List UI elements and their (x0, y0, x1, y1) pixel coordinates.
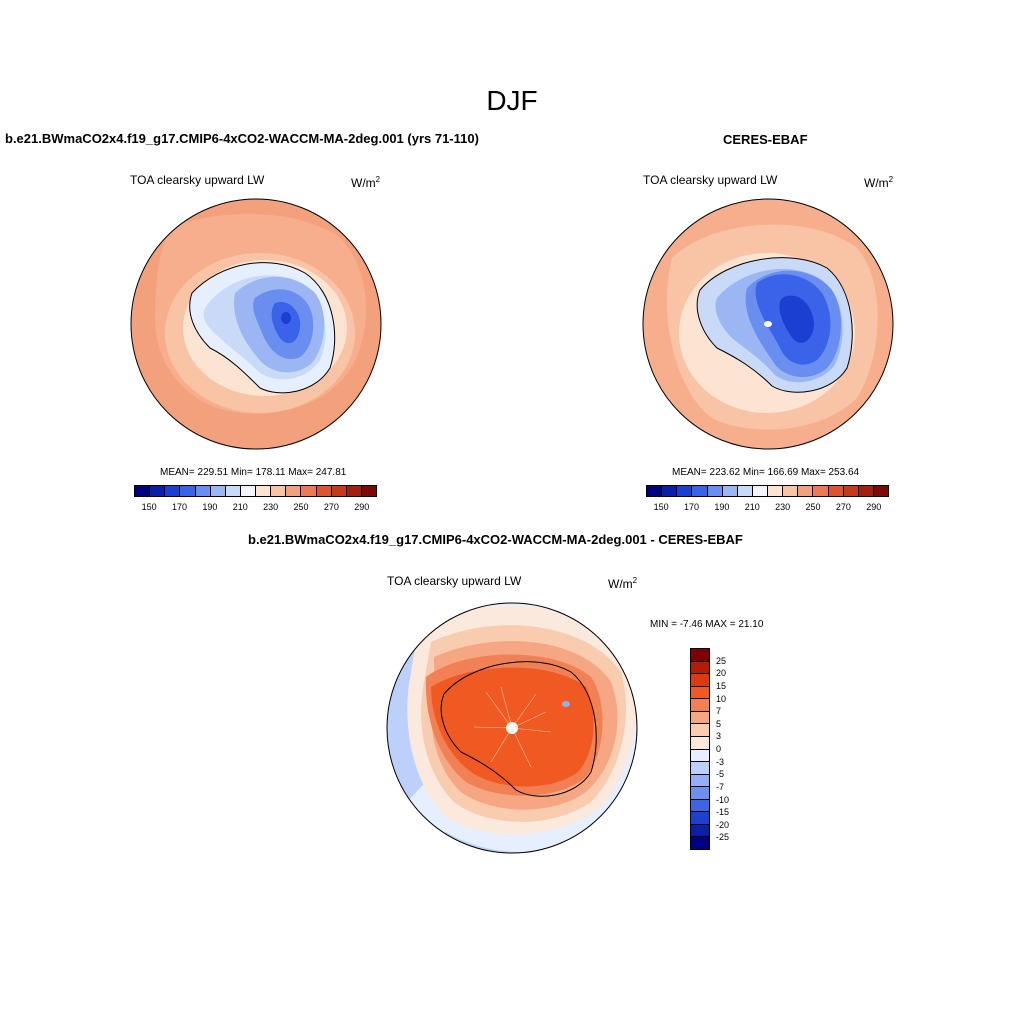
diff-colorbar-tick-label: -3 (716, 756, 725, 767)
obs-colorbar-swatch (752, 486, 768, 496)
diff-colorbar-tick-label: -20 (716, 819, 730, 830)
diff-colorbar-swatch (691, 699, 709, 712)
obs-colorbar-swatch (783, 486, 799, 496)
obs-colorbar-swatch (662, 486, 678, 496)
obs-colorbar-swatch (722, 486, 738, 496)
diff-colorbar-swatch (691, 837, 709, 849)
obs-colorbar-swatch (692, 486, 708, 496)
obs-colorbar-tick-label: 190 (714, 502, 730, 512)
model-colorbar-swatch (165, 486, 181, 496)
diff-colorbar-tick-label: -15 (716, 807, 730, 818)
model-colorbar-tick-label: 170 (172, 502, 188, 512)
obs-variable-label: TOA clearsky upward LW (643, 173, 778, 187)
obs-colorbar-tick-label: 210 (744, 502, 760, 512)
model-colorbar-swatch (135, 486, 151, 496)
diff-colorbar-swatch (691, 674, 709, 687)
obs-colorbar-tick-label: 290 (866, 502, 882, 512)
model-polar-map (130, 198, 382, 450)
obs-colorbar-swatch (677, 486, 693, 496)
obs-colorbar (646, 485, 889, 497)
diff-colorbar-tick-label: -10 (716, 794, 730, 805)
diff-colorbar-tick-label: 10 (716, 693, 727, 704)
diff-polar-map (386, 602, 638, 854)
model-colorbar-swatch (331, 486, 347, 496)
obs-colorbar-tick-label: 150 (653, 502, 669, 512)
obs-colorbar-tick-label: 270 (835, 502, 851, 512)
diff-colorbar-swatch (691, 762, 709, 775)
model-colorbar-tick-label: 150 (141, 502, 157, 512)
model-colorbar-swatch (225, 486, 241, 496)
obs-colorbar-swatch (737, 486, 753, 496)
diff-units-label: W/m2 (608, 576, 638, 591)
diff-colorbar-tick-label: 0 (716, 744, 722, 754)
diff-colorbar-swatch (691, 799, 709, 813)
obs-panel-title: CERES-EBAF (723, 132, 808, 147)
diff-colorbar-tick-label: 3 (716, 731, 722, 742)
model-colorbar-swatch (271, 486, 287, 496)
obs-colorbar-swatch (813, 486, 829, 496)
model-stats-label: MEAN= 229.51 Min= 178.11 Max= 247.81 (160, 467, 347, 478)
obs-colorbar-swatch (707, 486, 723, 496)
model-colorbar-tick-label: 270 (323, 502, 339, 512)
obs-polar-map (642, 198, 894, 450)
obs-colorbar-swatch (858, 486, 874, 496)
model-colorbar-tick-label: 190 (202, 502, 218, 512)
model-colorbar-swatch (346, 486, 362, 496)
diff-colorbar-swatch (691, 649, 709, 662)
model-colorbar-swatch (286, 486, 302, 496)
diff-colorbar-tick-label: 20 (716, 668, 727, 679)
diff-colorbar-tick-label: 7 (716, 706, 722, 717)
model-colorbar-tick-label: 250 (293, 502, 309, 512)
diff-colorbar-swatch (691, 711, 709, 725)
diff-colorbar-swatch (691, 812, 709, 825)
diff-colorbar-tick-label: -7 (716, 781, 725, 792)
diff-colorbar-swatch (691, 686, 709, 700)
diff-panel-title: b.e21.BWmaCO2x4.f19_g17.CMIP6-4xCO2-WACC… (248, 532, 743, 547)
obs-colorbar-swatch (798, 486, 814, 496)
diff-colorbar (690, 648, 710, 850)
model-colorbar-swatch (301, 486, 317, 496)
diff-colorbar-tick-label: -25 (716, 832, 730, 843)
model-colorbar-tick-label: 230 (263, 502, 279, 512)
diff-colorbar-tick-label: 5 (716, 718, 722, 729)
model-colorbar-swatch (361, 486, 376, 496)
obs-stats-label: MEAN= 223.62 Min= 166.69 Max= 253.64 (672, 467, 860, 478)
diff-colorbar-swatch (691, 749, 709, 763)
diff-colorbar-swatch (691, 736, 709, 750)
model-colorbar-swatch (195, 486, 211, 496)
diff-stats-label: MIN = -7.46 MAX = 21.10 (650, 619, 764, 630)
obs-colorbar-swatch (828, 486, 844, 496)
obs-colorbar-tick-label: 170 (684, 502, 700, 512)
obs-colorbar-swatch (647, 486, 663, 496)
model-colorbar-swatch (210, 486, 226, 496)
obs-colorbar-tick-label: 250 (805, 502, 821, 512)
obs-colorbar-swatch (873, 486, 888, 496)
obs-colorbar-tick-label: 230 (775, 502, 791, 512)
model-colorbar-tick-label: 210 (232, 502, 248, 512)
diff-colorbar-tick-label: -5 (716, 769, 725, 780)
model-panel-title: b.e21.BWmaCO2x4.f19_g17.CMIP6-4xCO2-WACC… (5, 131, 479, 146)
obs-colorbar-swatch (843, 486, 859, 496)
obs-units-label: W/m2 (864, 175, 894, 190)
model-units-label: W/m2 (351, 175, 381, 190)
season-title: DJF (486, 85, 538, 116)
model-colorbar-swatch (256, 486, 272, 496)
model-colorbar-swatch (316, 486, 332, 496)
diff-colorbar-swatch (691, 787, 709, 800)
diff-colorbar-tick-label: 25 (716, 655, 727, 666)
diff-colorbar-swatch (691, 824, 709, 838)
diff-colorbar-swatch (691, 724, 709, 737)
model-colorbar-swatch (180, 486, 196, 496)
model-colorbar-tick-label: 290 (354, 502, 370, 512)
diff-colorbar-swatch (691, 661, 709, 675)
model-colorbar-swatch (240, 486, 256, 496)
obs-colorbar-swatch (768, 486, 784, 496)
model-colorbar (134, 485, 377, 497)
model-colorbar-swatch (150, 486, 166, 496)
model-variable-label: TOA clearsky upward LW (130, 173, 265, 187)
diff-colorbar-tick-label: 15 (716, 680, 727, 691)
diff-colorbar-swatch (691, 774, 709, 788)
diff-variable-label: TOA clearsky upward LW (387, 574, 522, 588)
